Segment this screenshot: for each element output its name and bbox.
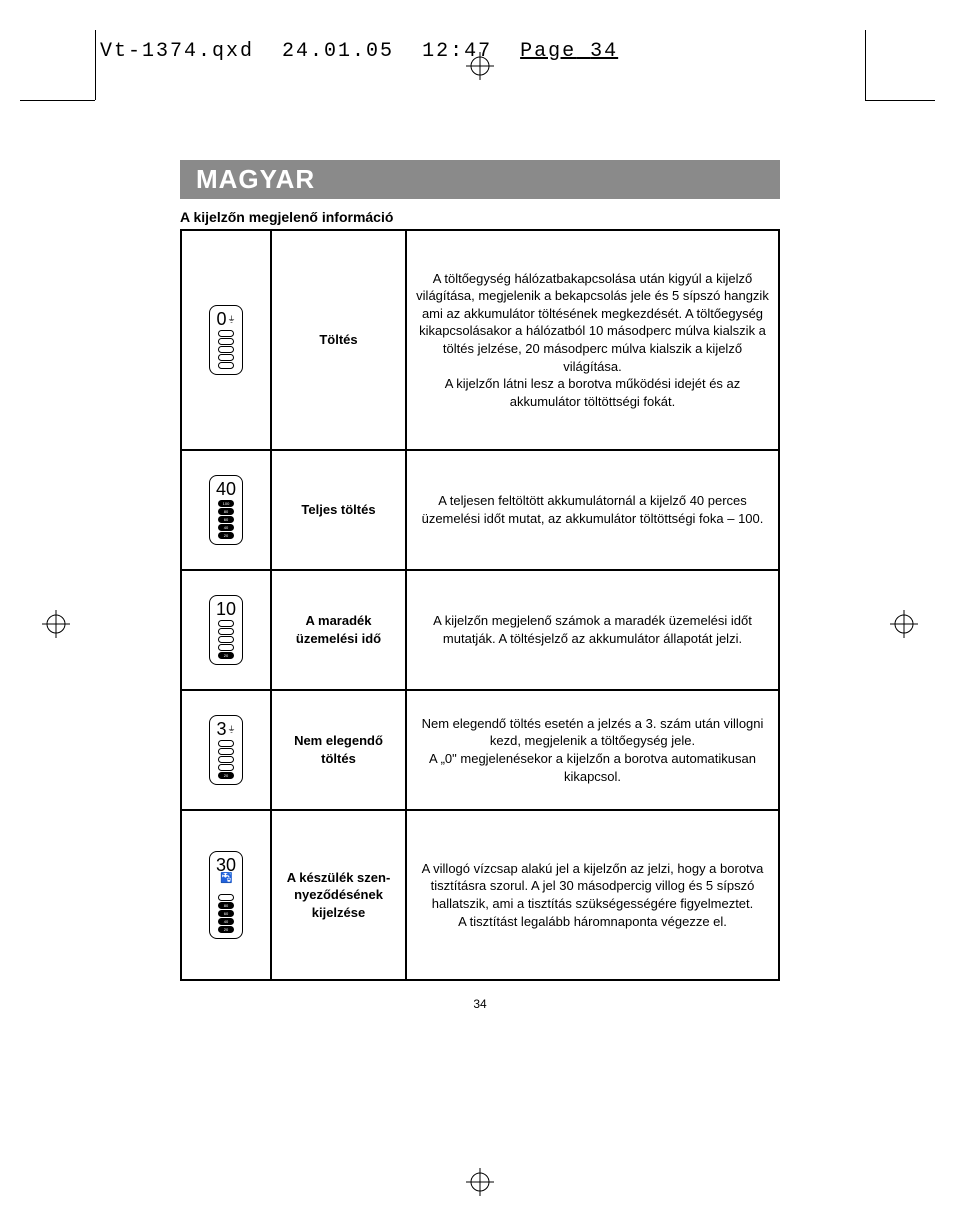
battery-bar: 100: [218, 500, 234, 507]
description-cell: A villogó vízcsap alakú jel a kijelzőn a…: [406, 810, 779, 980]
label-cell: Nem elegendő töltés: [271, 690, 406, 810]
battery-bar: 40: [218, 524, 234, 531]
label-cell: A készülék szen-nyeződésének kijelzése: [271, 810, 406, 980]
battery-bars: 20: [213, 740, 239, 779]
registration-mark-icon: [42, 610, 70, 638]
battery-bar: [218, 330, 234, 337]
battery-bar: [218, 636, 234, 643]
filename: Vt-1374.qxd: [100, 40, 254, 63]
page-label: Page: [520, 40, 576, 63]
plug-icon: ⏚: [228, 316, 236, 324]
label-cell: A maradék üzemelési idő: [271, 570, 406, 690]
lcd-number: 0⏚: [213, 310, 239, 328]
tap-icon: 🚰: [220, 874, 232, 884]
lcd-number: 30🚰: [213, 856, 239, 892]
description-cell: Nem elegendő töltés esetén a jelzés a 3.…: [406, 690, 779, 810]
battery-bar: 80: [218, 508, 234, 515]
battery-bar: 80: [218, 902, 234, 909]
battery-bar: 20: [218, 772, 234, 779]
registration-mark-icon: [890, 610, 918, 638]
battery-bar: 20: [218, 926, 234, 933]
icon-cell: 3⏚ 20: [181, 690, 271, 810]
battery-bars: 20: [213, 620, 239, 659]
crop-mark: [865, 30, 866, 100]
page-number: 34: [180, 997, 780, 1011]
battery-bar: [218, 748, 234, 755]
description-cell: A töltőegység hálózatbakapcsolása után k…: [406, 230, 779, 450]
battery-bars: [213, 330, 239, 369]
icon-cell: 4010080604020: [181, 450, 271, 570]
battery-bar: 20: [218, 652, 234, 659]
table-row: 10 20 A maradék üzemelési időA kijelzőn me…: [181, 570, 779, 690]
table-row: 4010080604020Teljes töltésA teljesen fel…: [181, 450, 779, 570]
icon-cell: 30🚰80604020: [181, 810, 271, 980]
file-date: 24.01.05: [282, 40, 394, 63]
crop-mark: [95, 30, 96, 100]
plug-icon: ⏚: [228, 726, 236, 734]
lcd-number: 3⏚: [213, 720, 239, 738]
label-cell: Töltés: [271, 230, 406, 450]
battery-bar: [218, 628, 234, 635]
page-in-header: 34: [590, 40, 618, 63]
battery-bar: [218, 894, 234, 901]
battery-bars: 10080604020: [213, 500, 239, 539]
description-cell: A teljesen feltöltött akkumulátornál a k…: [406, 450, 779, 570]
battery-bar: [218, 620, 234, 627]
battery-bars: 80604020: [213, 894, 239, 933]
registration-mark-icon: [466, 52, 494, 80]
description-cell: A kijelzőn megjelenő számok a maradék üz…: [406, 570, 779, 690]
file-header: Vt-1374.qxd 24.01.05 12:47 Page 34: [100, 40, 618, 63]
table-row: 0⏚ TöltésA töltőegység hálózatbakapcsolás…: [181, 230, 779, 450]
lcd-icon: 3⏚ 20: [209, 715, 243, 785]
label-cell: Teljes töltés: [271, 450, 406, 570]
battery-bar: 40: [218, 918, 234, 925]
battery-bar: 60: [218, 516, 234, 523]
crop-mark: [865, 100, 935, 101]
lcd-icon: 0⏚: [209, 305, 243, 375]
battery-bar: [218, 740, 234, 747]
battery-bar: [218, 644, 234, 651]
lcd-icon: 4010080604020: [209, 475, 243, 545]
page-content: MAGYAR A kijelzőn megjelenő információ 0…: [180, 160, 780, 1011]
battery-bar: [218, 346, 234, 353]
battery-bar: 60: [218, 910, 234, 917]
language-banner: MAGYAR: [180, 160, 780, 199]
lcd-number: 40: [213, 480, 239, 498]
battery-bar: [218, 756, 234, 763]
battery-bar: [218, 354, 234, 361]
section-title: A kijelzőn megjelenő információ: [180, 209, 780, 225]
battery-bar: [218, 764, 234, 771]
icon-cell: 0⏚: [181, 230, 271, 450]
icon-cell: 10 20: [181, 570, 271, 690]
table-row: 3⏚ 20 Nem elegendő töltésNem elegendő tölt…: [181, 690, 779, 810]
registration-mark-icon: [466, 1168, 494, 1196]
lcd-number: 10: [213, 600, 239, 618]
battery-bar: [218, 338, 234, 345]
table-row: 30🚰80604020A készülék szen-nyeződésének …: [181, 810, 779, 980]
crop-mark: [20, 100, 95, 101]
lcd-icon: 10 20: [209, 595, 243, 665]
info-table: 0⏚ TöltésA töltőegység hálózatbakapcsolás…: [180, 229, 780, 981]
battery-bar: 20: [218, 532, 234, 539]
battery-bar: [218, 362, 234, 369]
lcd-icon: 30🚰80604020: [209, 851, 243, 939]
